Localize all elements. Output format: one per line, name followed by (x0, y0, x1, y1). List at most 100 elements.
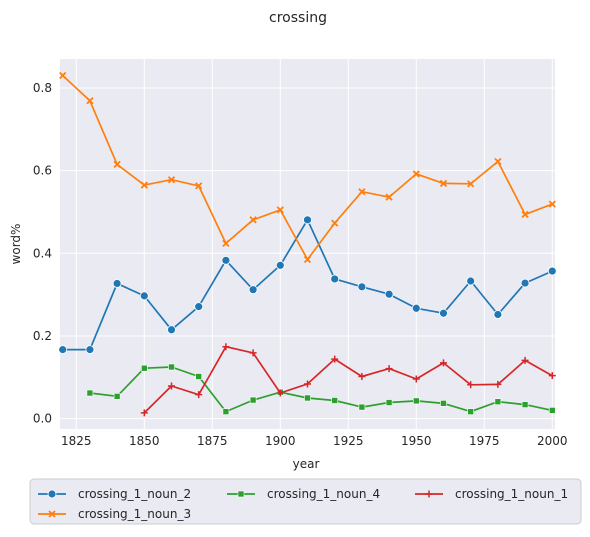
data-point (112, 279, 122, 288)
data-point (466, 276, 476, 286)
series-layer (58, 71, 557, 417)
series-crossing_1_noun_1 (140, 343, 556, 417)
x-tick-label: 1875 (197, 434, 228, 448)
legend-marker (48, 510, 56, 518)
legend: crossing_1_noun_2 crossing_1_noun_4 crossi… (29, 478, 582, 525)
legend-marker (425, 490, 433, 498)
data-point (521, 356, 529, 364)
data-point (412, 170, 420, 178)
series-crossing_1_noun_3 (59, 71, 556, 264)
x-tick-label: 1975 (469, 434, 500, 448)
y-tick-labels: 0.0 0.2 0.4 0.6 0.8 (33, 81, 52, 426)
data-point (194, 302, 204, 312)
data-point (85, 345, 95, 355)
data-point (249, 216, 257, 224)
data-point (303, 255, 312, 264)
data-point (275, 260, 285, 270)
data-point (59, 71, 67, 80)
y-tick-label: 0.6 (33, 164, 52, 178)
data-point (303, 215, 312, 225)
data-point (358, 188, 366, 196)
legend-label: crossing_1_noun_2 (78, 487, 191, 501)
data-point (385, 193, 393, 201)
data-point (467, 180, 475, 188)
data-point (141, 364, 148, 372)
data-point (494, 398, 502, 406)
legend-item: crossing_1_noun_2 (38, 487, 191, 501)
plot-area (60, 59, 555, 429)
data-point (412, 397, 420, 405)
data-point (304, 394, 311, 402)
x-axis-label: year (293, 457, 320, 471)
data-point (439, 308, 448, 318)
data-point (521, 210, 529, 219)
y-tick-label: 0.8 (33, 81, 52, 95)
x-tick-label: 1925 (333, 434, 364, 448)
x-tick-label: 1850 (129, 434, 160, 448)
x-tick-label: 2000 (537, 434, 568, 448)
data-point (467, 381, 475, 389)
x-tick-label: 1950 (401, 434, 432, 448)
x-tick-label: 1900 (265, 434, 296, 448)
legend-label: crossing_1_noun_1 (455, 487, 568, 501)
data-point (139, 291, 149, 301)
legend-item: crossing_1_noun_3 (38, 507, 191, 521)
data-point (440, 400, 447, 407)
data-point (467, 408, 474, 415)
data-point (168, 382, 176, 390)
series-crossing_1_noun_4 (86, 363, 556, 415)
legend-item: crossing_1_noun_4 (227, 487, 380, 501)
data-point (195, 373, 203, 380)
y-tick-label: 0.2 (33, 329, 52, 343)
data-point (358, 403, 366, 411)
data-point (331, 219, 339, 227)
legend-item: crossing_1_noun_1 (415, 487, 568, 501)
y-tick-label: 0.0 (33, 412, 52, 426)
chart-title: crossing (269, 10, 327, 26)
data-point (276, 389, 284, 397)
y-axis-label: word% (9, 224, 23, 265)
data-point (86, 97, 94, 105)
series-line (89, 366, 553, 413)
x-tick-labels: 1825 1850 1875 1900 1925 1950 1975 2000 (61, 434, 568, 448)
series-line (143, 345, 553, 414)
data-point (222, 239, 230, 248)
data-point (411, 303, 421, 313)
data-point (195, 391, 203, 399)
grid-lines (60, 59, 555, 429)
data-point (331, 397, 338, 404)
data-point (547, 266, 557, 276)
data-point (358, 372, 366, 380)
y-tick-label: 0.4 (33, 246, 52, 260)
data-point (222, 408, 230, 415)
data-point (385, 399, 393, 406)
data-point (167, 176, 176, 184)
data-point (330, 274, 340, 284)
data-point (494, 157, 502, 166)
data-point (439, 179, 448, 188)
data-point (86, 389, 94, 397)
data-point (222, 343, 230, 351)
data-point (113, 160, 121, 169)
data-point (276, 206, 284, 214)
data-point (384, 289, 394, 299)
data-point (249, 396, 257, 404)
data-point (58, 345, 68, 355)
data-point (385, 365, 393, 373)
data-point (167, 325, 176, 335)
legend-frame (29, 478, 582, 525)
data-point (331, 355, 339, 363)
data-point (439, 359, 447, 367)
data-point (113, 393, 121, 400)
data-point (548, 372, 556, 380)
legend-marker (237, 490, 245, 498)
legend-label: crossing_1_noun_3 (78, 507, 191, 521)
data-point (221, 255, 231, 265)
data-point (304, 380, 311, 388)
data-point (140, 181, 148, 189)
data-point (248, 285, 258, 295)
legend-label: crossing_1_noun_4 (267, 487, 380, 501)
data-point (521, 401, 529, 408)
legend-marker (47, 489, 57, 499)
